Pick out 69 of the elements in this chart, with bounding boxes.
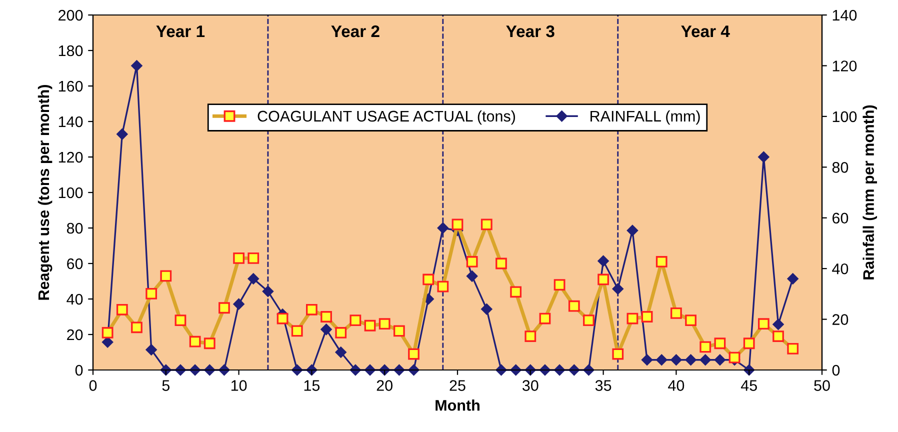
point — [598, 255, 609, 267]
point — [772, 318, 784, 330]
point — [641, 354, 653, 366]
point — [408, 364, 420, 376]
point — [656, 354, 668, 366]
point — [568, 364, 580, 376]
point — [700, 354, 711, 366]
point — [394, 364, 405, 376]
y-tick-label: 200 — [58, 10, 83, 21]
point — [233, 298, 244, 310]
x-tick-label: 50 — [814, 380, 830, 391]
y2-tick-label: 20 — [832, 314, 848, 325]
y2-tick-label: 40 — [832, 263, 848, 274]
x-tick-label: 0 — [89, 380, 97, 391]
point — [714, 354, 726, 366]
y2-tick-label: 140 — [832, 10, 857, 21]
y-tick-label: 180 — [58, 45, 83, 56]
x-tick-label: 30 — [522, 380, 538, 391]
point — [292, 364, 303, 376]
point — [335, 346, 346, 358]
annotation: Year 3 — [506, 25, 554, 38]
y2-tick-label: 60 — [832, 212, 848, 224]
x-tick-label: 45 — [740, 380, 757, 391]
y2-tick-label: 80 — [832, 162, 848, 173]
point — [320, 324, 332, 336]
y-tick-label: 160 — [58, 80, 83, 92]
annotation: Year 2 — [331, 25, 380, 38]
annotation: Year 4 — [681, 26, 730, 38]
point — [496, 364, 507, 376]
y2-tick-label: 100 — [832, 111, 857, 122]
y-tick-label: 80 — [66, 222, 83, 234]
y-tick-label: 120 — [58, 152, 83, 163]
y2-axis-title: Rainfall (mm per month) — [862, 105, 878, 280]
point — [116, 128, 128, 140]
x-tick-label: 5 — [162, 380, 170, 391]
point — [131, 60, 142, 72]
y2-tick-label: 0 — [832, 364, 840, 376]
x-tick-label: 15 — [304, 380, 320, 391]
y-tick-label: 20 — [67, 329, 83, 340]
y-tick-label: 140 — [58, 116, 83, 128]
point — [758, 151, 770, 163]
y2-tick-label: 120 — [832, 60, 857, 72]
point — [248, 273, 259, 284]
point — [481, 304, 492, 315]
y-tick-label: 60 — [67, 258, 83, 270]
x-tick-label: 20 — [376, 380, 392, 391]
legend-label: RAINFALL (mm) — [590, 110, 700, 125]
point — [218, 364, 230, 376]
point — [670, 354, 682, 366]
point — [146, 344, 157, 356]
annotation: Year 1 — [156, 26, 205, 38]
point — [204, 364, 216, 376]
y-axis-title: Reagent use (tons per month) — [38, 85, 52, 300]
point — [583, 364, 594, 376]
y-tick-label: 40 — [66, 294, 83, 305]
y-tick-label: 100 — [58, 187, 83, 198]
point — [102, 336, 114, 348]
point — [626, 224, 638, 236]
legend-label: COAGULANT USAGE ACTUAL (tons) — [258, 110, 516, 125]
point — [685, 354, 696, 366]
y-tick-label: 0 — [75, 364, 83, 376]
x-tick-label: 35 — [595, 380, 612, 391]
x-tick-label: 25 — [450, 380, 466, 391]
point — [510, 364, 522, 376]
x-tick-label: 10 — [231, 380, 247, 391]
point — [466, 270, 478, 282]
x-tick-label: 40 — [668, 380, 684, 391]
x-axis-title: Month — [436, 400, 480, 411]
point — [787, 273, 798, 284]
